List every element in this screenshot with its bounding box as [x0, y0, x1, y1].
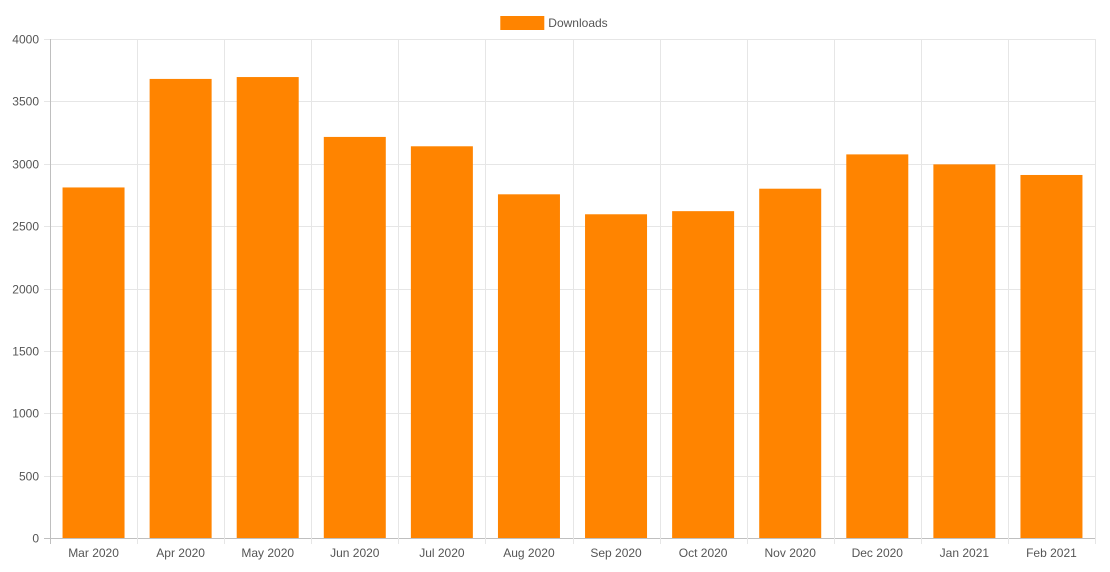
legend-label: Downloads [548, 16, 607, 30]
x-tick-label: Jul 2020 [419, 546, 465, 560]
bar-apr-2020[interactable] [149, 78, 212, 539]
x-tick-label: Nov 2020 [765, 546, 817, 560]
y-tick-label: 2000 [12, 283, 39, 297]
x-tick-label: Sep 2020 [590, 546, 642, 560]
y-tick-label: 1500 [12, 345, 39, 359]
bar-jan-2021[interactable] [933, 164, 996, 538]
bar-oct-2020[interactable] [672, 211, 735, 538]
legend-item[interactable]: Downloads [500, 16, 608, 30]
x-tick-label: Jan 2021 [940, 546, 990, 560]
grid-layer [44, 39, 1096, 544]
y-tick-label: 2500 [12, 220, 39, 234]
bar-dec-2020[interactable] [846, 154, 909, 539]
y-tick-label: 0 [32, 532, 39, 546]
bar-aug-2020[interactable] [497, 194, 560, 538]
legend[interactable]: Downloads [500, 16, 608, 30]
x-tick-label: Oct 2020 [679, 546, 728, 560]
y-tick-label: 3000 [12, 158, 39, 172]
x-tick-label: May 2020 [241, 546, 294, 560]
bars-layer [62, 77, 1083, 539]
y-tick-label: 4000 [12, 33, 39, 47]
bar-mar-2020[interactable] [62, 187, 125, 538]
y-tick-label: 3500 [12, 95, 39, 109]
x-tick-label: Aug 2020 [503, 546, 555, 560]
y-tick-label: 500 [19, 470, 39, 484]
bar-nov-2020[interactable] [759, 188, 822, 538]
bar-jun-2020[interactable] [323, 136, 386, 538]
bar-may-2020[interactable] [236, 77, 299, 538]
bar-feb-2021[interactable] [1020, 174, 1083, 539]
bar-sep-2020[interactable] [585, 214, 648, 538]
x-tick-label: Apr 2020 [156, 546, 205, 560]
x-tick-label: Dec 2020 [852, 546, 904, 560]
y-tick-label: 1000 [12, 407, 39, 421]
bar-jul-2020[interactable] [410, 146, 473, 538]
x-tick-label: Jun 2020 [330, 546, 380, 560]
legend-swatch [500, 16, 545, 30]
x-tick-label: Feb 2021 [1026, 546, 1077, 560]
x-tick-label: Mar 2020 [68, 546, 119, 560]
axis-layer: 0 500 1000 1500 2000 2500 3000 3500 4000 Mar 2020… [12, 33, 1077, 561]
